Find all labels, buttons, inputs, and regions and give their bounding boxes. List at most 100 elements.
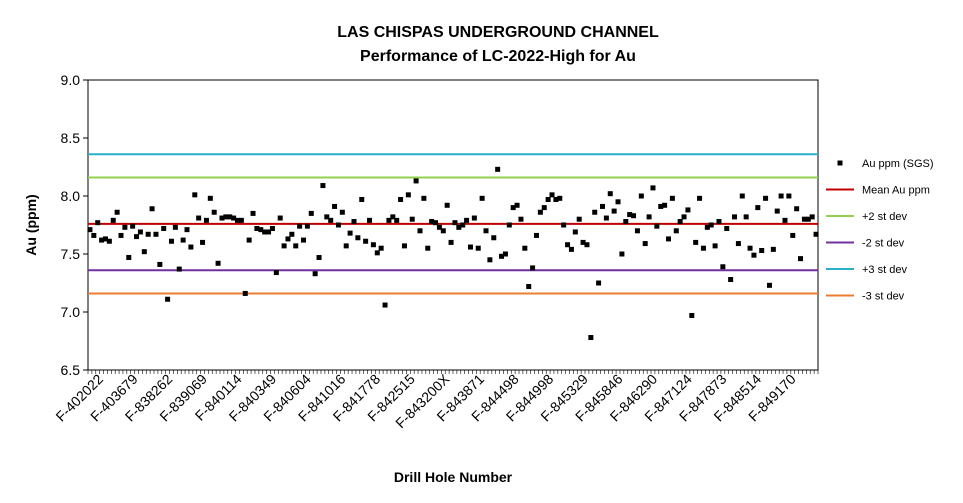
data-point: [99, 237, 105, 243]
chart-subtitle: Performance of LC-2022-High for Au: [360, 48, 636, 65]
data-point: [390, 214, 396, 220]
data-point: [320, 183, 326, 189]
data-point: [506, 222, 512, 228]
legend-label: -2 st dev: [862, 238, 905, 250]
data-point: [359, 196, 365, 202]
data-point: [184, 227, 190, 233]
data-point: [809, 214, 815, 220]
data-point: [553, 196, 559, 202]
data-point: [770, 246, 776, 252]
legend-label: +3 st dev: [862, 264, 907, 276]
data-point: [149, 206, 155, 212]
data-point: [161, 225, 167, 231]
data-point: [351, 219, 357, 225]
data-point: [118, 232, 124, 238]
data-point: [324, 214, 330, 220]
data-point: [425, 245, 431, 251]
data-point: [603, 215, 609, 221]
data-point: [794, 206, 800, 212]
data-point: [755, 205, 761, 211]
data-point: [561, 222, 567, 228]
data-point: [417, 228, 423, 234]
data-point: [440, 228, 446, 234]
data-point: [242, 290, 248, 296]
legend-label: Mean Au ppm: [862, 185, 930, 197]
data-point: [188, 244, 194, 250]
data-point: [347, 230, 353, 236]
data-point: [464, 217, 470, 223]
y-tick-label: 7.0: [61, 304, 81, 320]
data-point: [588, 335, 594, 341]
data-point: [448, 239, 454, 245]
data-point: [153, 231, 159, 237]
data-point: [168, 238, 174, 244]
data-point: [673, 228, 679, 234]
data-point: [514, 202, 520, 208]
data-point: [697, 195, 703, 201]
data-point: [631, 213, 637, 219]
data-point: [269, 225, 275, 231]
data-point: [308, 210, 314, 216]
data-point: [700, 245, 706, 251]
data-point: [328, 217, 334, 223]
data-point: [122, 224, 128, 230]
data-point: [467, 244, 473, 250]
data-point: [483, 228, 489, 234]
data-points: [87, 166, 819, 341]
data-point: [735, 241, 741, 247]
data-point: [662, 202, 668, 208]
data-point: [681, 214, 687, 220]
data-point: [409, 216, 415, 222]
data-point: [285, 236, 291, 242]
data-point: [355, 235, 361, 241]
data-point: [126, 254, 132, 260]
data-point: [145, 231, 151, 237]
data-point: [165, 296, 171, 302]
data-point: [545, 196, 551, 202]
legend-label: +2 st dev: [862, 211, 907, 223]
data-point: [565, 242, 571, 248]
data-point: [386, 217, 392, 223]
data-point: [192, 192, 198, 198]
data-point: [615, 199, 621, 205]
data-point: [522, 245, 528, 251]
data-point: [724, 225, 730, 231]
data-point: [646, 214, 652, 220]
data-point: [301, 237, 307, 243]
data-point: [518, 216, 524, 222]
data-point: [716, 219, 722, 225]
data-point: [774, 208, 780, 214]
data-point: [141, 249, 147, 255]
data-point: [231, 215, 237, 221]
legend-marker-square: [837, 160, 843, 166]
data-point: [405, 192, 411, 198]
data-point: [398, 196, 404, 202]
data-point: [502, 251, 508, 257]
data-point: [266, 229, 272, 235]
data-point: [413, 178, 419, 184]
y-tick-label: 9.0: [61, 72, 81, 88]
data-point: [316, 254, 322, 260]
data-point: [304, 223, 310, 229]
data-point: [677, 219, 683, 225]
data-point: [343, 243, 349, 249]
data-point: [572, 229, 578, 235]
data-point: [533, 232, 539, 238]
data-point: [207, 195, 213, 201]
legend-label: -3 st dev: [862, 291, 905, 303]
data-point: [227, 214, 233, 220]
data-point: [689, 312, 695, 318]
y-tick-label: 8.0: [61, 188, 81, 204]
data-point: [813, 231, 819, 237]
data-point: [475, 245, 481, 251]
data-point: [335, 222, 341, 228]
data-point: [580, 239, 586, 245]
data-point: [638, 193, 644, 199]
data-point: [739, 193, 745, 199]
data-point: [763, 195, 769, 201]
data-point: [378, 245, 384, 251]
data-point: [541, 205, 547, 211]
data-point: [619, 251, 625, 257]
data-point: [751, 252, 757, 258]
